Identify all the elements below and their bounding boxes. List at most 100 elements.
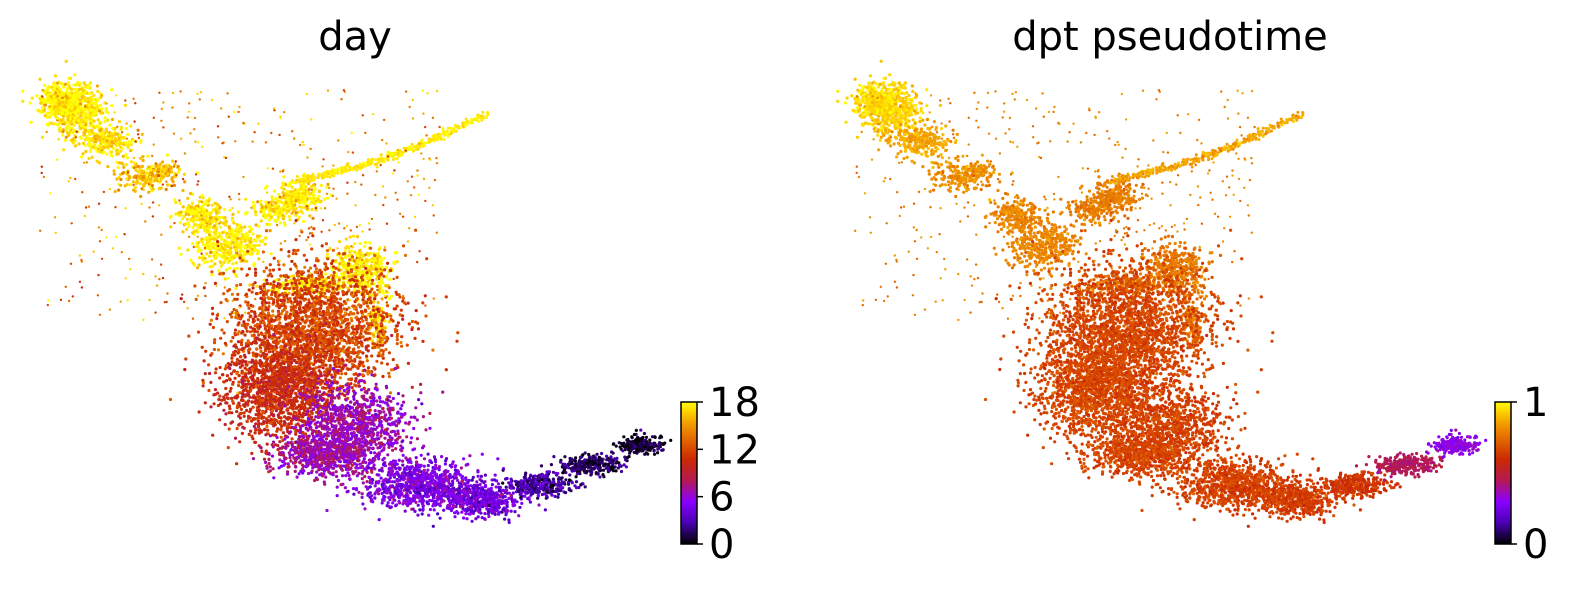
scatter-point [92,93,96,98]
scatter-point [110,104,114,108]
scatter-point [173,198,177,202]
scatter-point [252,203,257,208]
scatter-point [334,266,338,270]
scatter-point [277,267,281,271]
scatter-point [247,267,251,271]
scatter-point [268,229,272,233]
scatter-point [235,309,239,313]
scatter-point [349,284,353,288]
scatter-point [66,111,70,115]
scatter-point [80,155,84,159]
scatter-point [311,234,315,238]
scatter-point [263,316,267,320]
scatter-point [209,318,213,322]
scatter-point [272,280,276,284]
scatter-point [58,87,62,91]
scatter-point [309,201,313,205]
scatter-point [285,310,289,314]
scatter-point [295,293,299,297]
scatter-point [345,244,349,249]
scatter-point [138,175,142,179]
scatter-point [340,338,344,343]
scatter-point [286,209,291,213]
scatter-point [200,345,204,349]
scatter-point [312,202,316,206]
scatter-point [358,305,362,309]
scatter-point [332,359,336,363]
scatter-point [294,238,298,242]
scatter-point [46,95,50,100]
scatter-point [153,174,157,178]
scatter-point [87,156,91,161]
scatter-point [351,362,355,366]
scatter-point [254,213,258,217]
scatter-point [283,306,288,310]
scatter-point [248,283,252,287]
scatter-point [240,249,244,253]
scatter-point [251,232,255,236]
scatter-point [194,297,198,301]
scatter-point [424,314,428,318]
scatter-point [50,99,54,103]
scatter-point [328,365,332,369]
scatter-point [150,164,154,168]
scatter-point [306,275,311,279]
scatter-point [226,446,230,450]
scatter-point [136,164,140,169]
scatter-point [335,287,339,291]
scatter-point [395,304,399,308]
scatter-point [231,262,235,266]
scatter-point [354,365,358,369]
scatter-point [256,318,260,322]
scatter-point [74,87,78,91]
scatter-point [271,309,275,313]
scatter-point [79,136,83,140]
scatter-point [368,336,372,341]
scatter-point [293,300,297,304]
scatter-point [308,292,312,296]
scatter-point [325,289,329,293]
scatter-point [139,156,143,160]
scatter-point [210,259,214,263]
scatter-point [92,125,96,129]
scatter-point [385,274,389,278]
scatter-point [230,315,234,319]
scatter-point [277,200,281,204]
scatter-point [359,275,364,280]
scatter-point [86,97,90,101]
scatter-point [352,259,356,263]
scatter-point [269,314,273,319]
scatter-point [153,179,157,183]
scatter-point [207,226,211,230]
scatter-point [122,165,126,169]
scatter-point [251,329,255,333]
scatter-point [286,275,290,279]
scatter-point [380,297,384,301]
scatter-point [366,325,370,329]
scatter-point [90,139,94,143]
scatter-point [314,259,319,263]
scatter-point [294,211,298,215]
scatter-point [234,261,238,265]
scatter-point [54,91,58,95]
scatter-point [277,263,281,267]
scatter-point [196,330,201,334]
scatter-point [230,230,234,234]
scatter-point [281,191,285,195]
scatter-point [243,234,247,238]
scatter-point [320,244,324,248]
scatter-point [310,247,314,251]
scatter-point [347,274,351,278]
scatter-point [61,92,65,97]
scatter-point [318,274,322,278]
scatter-point [176,164,180,168]
scatter-point [395,324,399,328]
scatter-point [129,124,133,128]
scatter-point [80,95,84,99]
scatter-point [410,327,414,332]
scatter-point [275,284,279,288]
scatter-point [69,131,74,135]
scatter-point [346,263,351,267]
scatter-point [237,225,241,229]
scatter-point [261,312,266,316]
